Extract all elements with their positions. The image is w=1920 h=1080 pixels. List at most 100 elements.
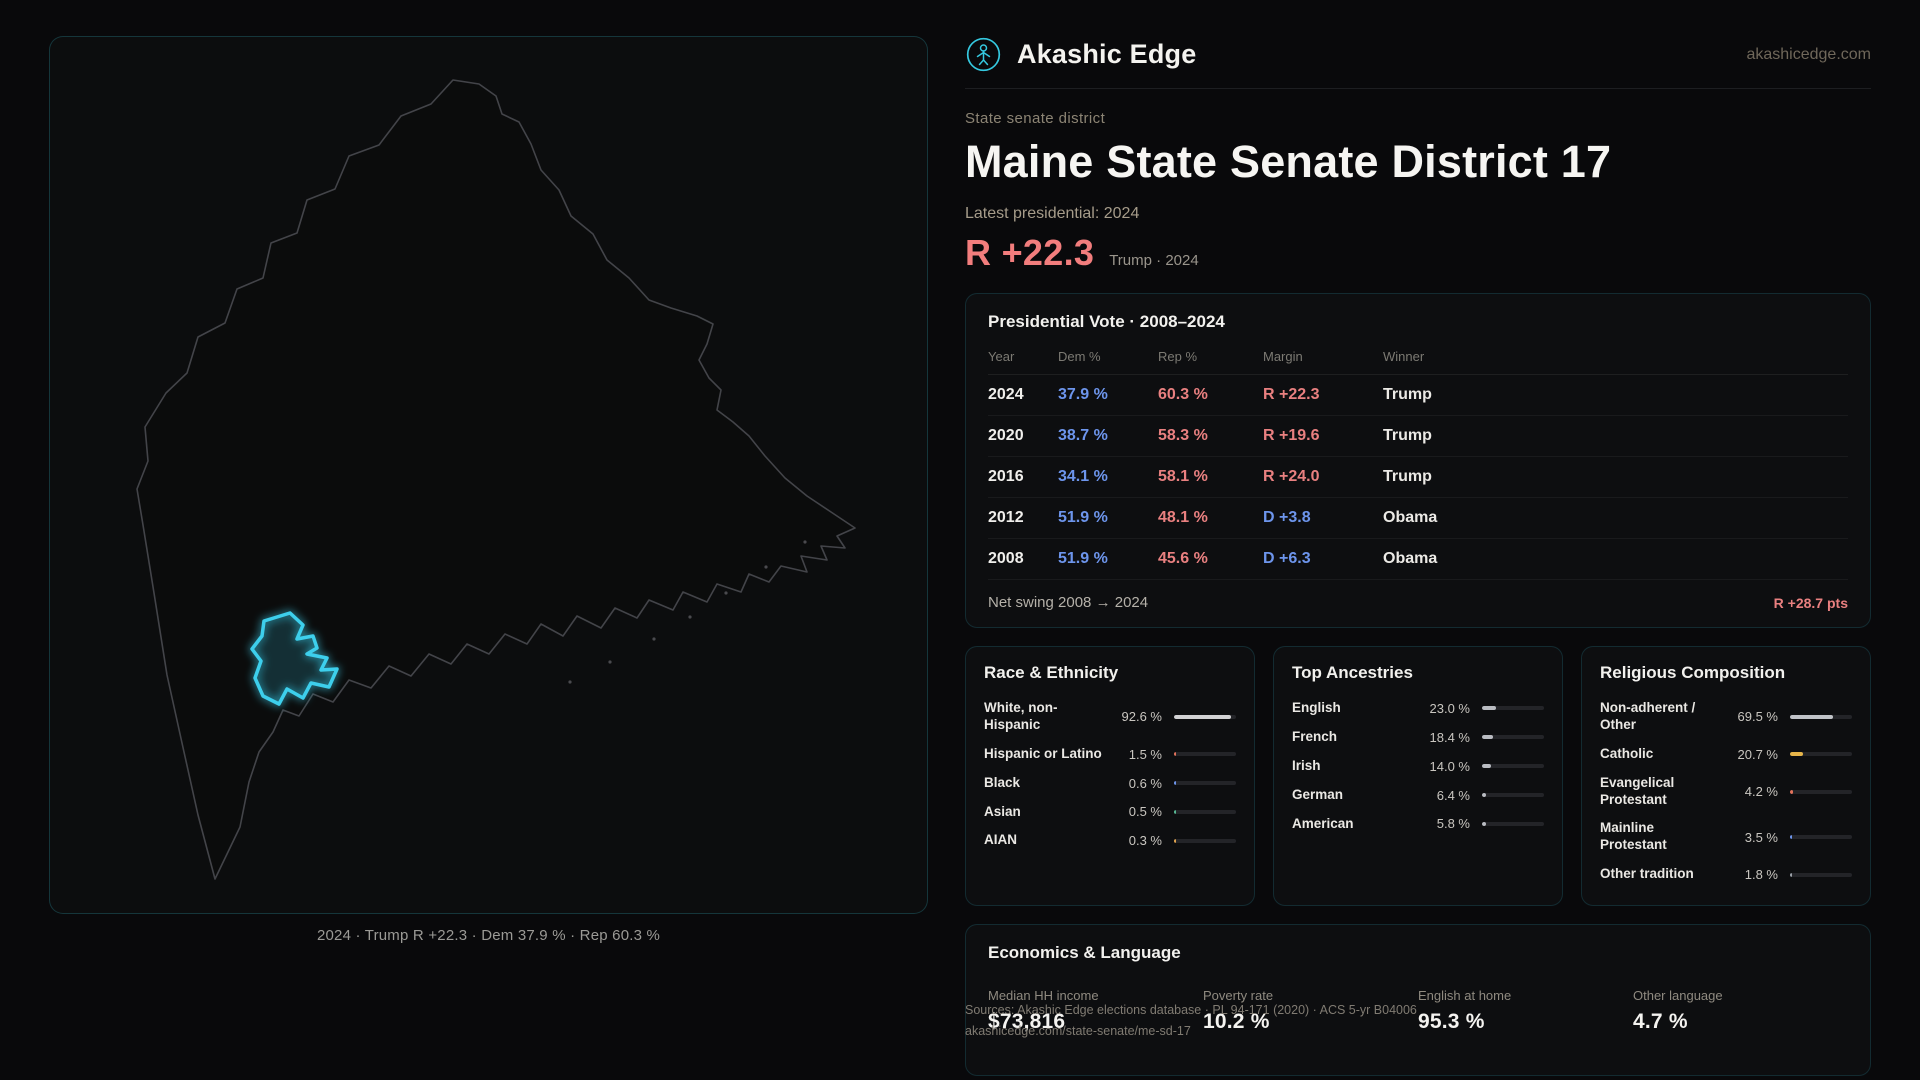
sources-footer: Sources: Akashic Edge elections database…: [965, 1000, 1871, 1041]
presidential-table: Year Dem % Rep % Margin Winner 2024 37.9…: [988, 340, 1848, 580]
stat-value: 69.5 %: [1737, 709, 1778, 725]
stat-label: Non-adherent / Other: [1600, 700, 1696, 732]
stat-value: 6.4 %: [1436, 787, 1470, 803]
stat-label: Other language: [1633, 988, 1723, 1003]
state-outline: [136, 79, 856, 880]
stat-value: 23.0 %: [1429, 700, 1470, 716]
stat-row: Non-adherent / Other 69.5 %: [1600, 694, 1852, 740]
stat-row: White, non-Hispanic 92.6 %: [984, 694, 1236, 740]
cell-margin: D +3.8: [1263, 497, 1383, 539]
race-card-title: Race & Ethnicity: [984, 663, 1119, 682]
table-row: 2008 51.9 % 45.6 % D +6.3 Obama: [988, 538, 1848, 580]
stat-label: American: [1292, 815, 1354, 831]
cell-margin: R +24.0: [1263, 456, 1383, 498]
brand-logo-icon: [966, 37, 1001, 72]
table-row: 2012 51.9 % 48.1 % D +3.8 Obama: [988, 497, 1848, 539]
presidential-card-title: Presidential Vote · 2008–2024: [988, 312, 1225, 331]
stat-bar: [1174, 809, 1236, 814]
map-caption: 2024 · Trump R +22.3 · Dem 37.9 % · Rep …: [316, 927, 661, 944]
stat-value: 14.0 %: [1429, 758, 1470, 774]
stat-label: Evangelical Protestant: [1600, 774, 1675, 807]
latest-presidential-label: Latest presidential: 2024: [965, 205, 1140, 222]
economics-stat: Median HH income $73,816: [988, 988, 1203, 1034]
net-swing-value: R +28.7 pts: [1773, 594, 1848, 611]
stat-bar: [1790, 872, 1852, 877]
stat-bar: [1174, 781, 1236, 786]
stat-row: Hispanic or Latino 1.5 %: [984, 740, 1236, 769]
stat-value: 4.7 %: [1633, 1010, 1688, 1033]
content-column: Akashic Edge akashicedge.com State senat…: [965, 0, 1871, 1076]
sources-url-link[interactable]: akashicedge.com/state-senate/me-sd-17: [965, 1023, 1191, 1038]
district-kicker: State senate district: [965, 110, 1106, 127]
sources-url: akashicedge.com/state-senate/me-sd-17: [965, 1021, 1871, 1042]
cell-year: 2016: [988, 456, 1058, 498]
stat-label: Hispanic or Latino: [984, 745, 1102, 761]
economics-stat: English at home 95.3 %: [1418, 988, 1633, 1034]
site-link[interactable]: akashicedge.com: [1746, 45, 1871, 63]
lean-note: Trump · 2024: [1109, 252, 1199, 269]
demographics-row: Race & Ethnicity White, non-Hispanic 92.…: [965, 646, 1871, 906]
cell-rep-pct: 58.3 %: [1158, 415, 1263, 457]
cell-winner: Trump: [1383, 415, 1848, 457]
religious-composition-card: Religious Composition Non-adherent / Oth…: [1581, 646, 1871, 906]
stat-bar: [1790, 789, 1852, 794]
page-title: Maine State Senate District 17: [965, 136, 1612, 187]
stat-row: American 5.8 %: [1292, 810, 1544, 839]
net-swing-label: Net swing 2008 → 2024: [988, 594, 1149, 611]
religion-card-title: Religious Composition: [1600, 663, 1786, 682]
col-rep: Rep %: [1158, 340, 1263, 375]
stat-value: $73,816: [988, 1010, 1066, 1033]
col-dem: Dem %: [1058, 340, 1158, 375]
race-ethnicity-card: Race & Ethnicity White, non-Hispanic 92.…: [965, 646, 1255, 906]
stat-label: White, non-Hispanic: [984, 700, 1058, 732]
stat-label: Poverty rate: [1203, 988, 1274, 1003]
cell-rep-pct: 48.1 %: [1158, 497, 1263, 539]
stat-bar: [1790, 752, 1852, 757]
stat-row: Other tradition 1.8 %: [1600, 860, 1852, 889]
stat-label: German: [1292, 786, 1344, 802]
cell-dem-pct: 37.9 %: [1058, 374, 1158, 416]
top-ancestries-card: Top Ancestries English 23.0 % French 18.…: [1273, 646, 1563, 906]
stat-value: 5.8 %: [1436, 816, 1470, 832]
table-row: 2020 38.7 % 58.3 % R +19.6 Trump: [988, 415, 1848, 457]
stat-bar: [1790, 835, 1852, 840]
cell-rep-pct: 58.1 %: [1158, 456, 1263, 498]
stat-bar: [1482, 706, 1544, 711]
stat-value: 0.5 %: [1128, 804, 1162, 820]
cell-winner: Obama: [1383, 497, 1848, 539]
stat-row: AIAN 0.3 %: [984, 826, 1236, 855]
cell-rep-pct: 60.3 %: [1158, 374, 1263, 416]
stat-bar: [1482, 735, 1544, 740]
stat-value: 0.3 %: [1128, 833, 1162, 849]
stat-value: 10.2 %: [1203, 1010, 1270, 1033]
stat-label: English at home: [1418, 988, 1512, 1003]
coastal-islands: [568, 540, 807, 684]
stat-value: 0.6 %: [1128, 775, 1162, 791]
table-header-row: Year Dem % Rep % Margin Winner: [988, 340, 1848, 375]
stat-label: Mainline Protestant: [1600, 820, 1667, 853]
cell-margin: D +6.3: [1263, 538, 1383, 580]
cell-dem-pct: 51.9 %: [1058, 497, 1158, 539]
stat-bar: [1174, 752, 1236, 757]
stat-row: German 6.4 %: [1292, 781, 1544, 810]
maine-map: [136, 79, 856, 880]
stat-label: Black: [984, 774, 1021, 790]
stat-label: Median HH income: [988, 988, 1099, 1003]
stat-row: Evangelical Protestant 4.2 %: [1600, 769, 1852, 815]
table-row: 2016 34.1 % 58.1 % R +24.0 Trump: [988, 456, 1848, 498]
stat-row: Irish 14.0 %: [1292, 752, 1544, 781]
stat-bar: [1482, 793, 1544, 798]
lean-row: R +22.3 Trump · 2024: [965, 232, 1871, 274]
stat-bar: [1482, 764, 1544, 769]
stat-bar: [1174, 838, 1236, 843]
stat-value: 1.5 %: [1128, 746, 1162, 762]
cell-margin: R +19.6: [1263, 415, 1383, 457]
site-header: Akashic Edge akashicedge.com: [965, 0, 1871, 89]
economics-stat: Poverty rate 10.2 %: [1203, 988, 1418, 1034]
stat-row: Asian 0.5 %: [984, 798, 1236, 827]
col-winner: Winner: [1383, 340, 1848, 375]
district-17-shape[interactable]: [250, 611, 339, 706]
cell-dem-pct: 51.9 %: [1058, 538, 1158, 580]
economics-language-card: Economics & Language Median HH income $7…: [965, 924, 1871, 1076]
stat-value: 1.8 %: [1744, 867, 1778, 883]
